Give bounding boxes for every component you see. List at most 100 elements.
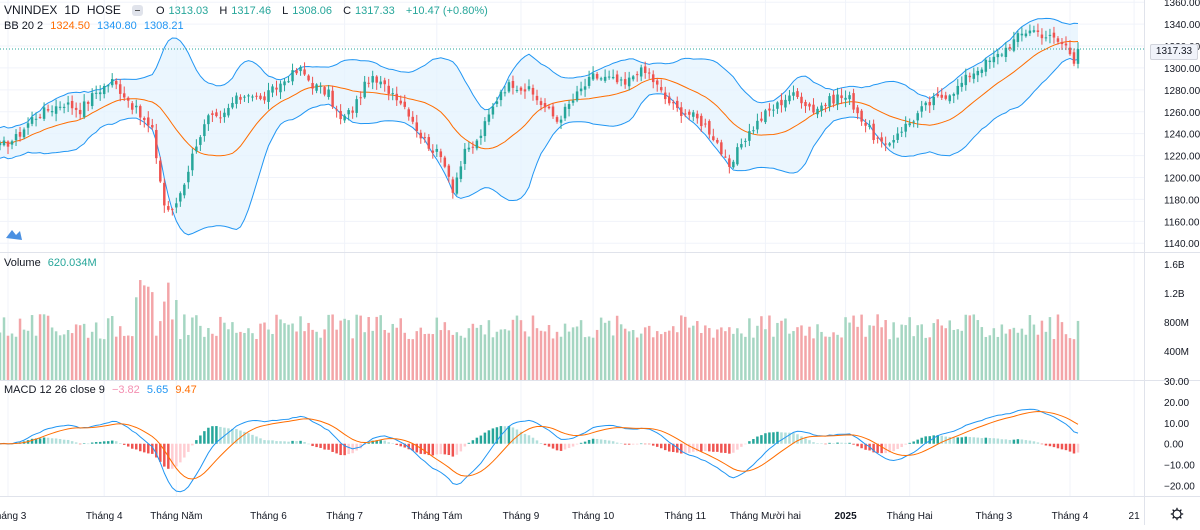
volume-bar [207, 328, 210, 380]
volume-bar [247, 328, 250, 380]
volume-bar [988, 335, 992, 380]
macd-histogram-bar [956, 437, 960, 444]
macd-histogram-bar [171, 443, 174, 469]
candle-body [728, 158, 731, 167]
macd-histogram-bar [776, 431, 779, 444]
macd-histogram-bar [279, 441, 282, 444]
macd-histogram-bar [1012, 439, 1016, 444]
candle-body [956, 85, 960, 95]
collapse-legend-icon[interactable] [131, 5, 143, 16]
candle-body [748, 131, 751, 141]
macd-histogram-bar [1048, 443, 1052, 447]
macd-histogram-bar [483, 432, 487, 444]
candle-body [515, 89, 519, 91]
candle-body [804, 101, 807, 107]
volume-label[interactable]: Volume [4, 257, 41, 269]
candle-body [523, 89, 527, 92]
candle-body [724, 156, 727, 158]
volume-bar [307, 322, 310, 380]
volume-bar [403, 332, 406, 380]
volume-bar [447, 330, 451, 380]
candle-body [708, 121, 711, 135]
macd-histogram-bar [756, 436, 759, 444]
volume-bar [391, 323, 394, 380]
price-axis-tick: 1300.00 [1164, 64, 1200, 75]
candle-body [752, 130, 755, 132]
macd-histogram-bar [511, 427, 515, 444]
candle-body [6, 141, 10, 147]
candle-body [1056, 38, 1060, 42]
macd-histogram-bar [122, 443, 126, 445]
candle-body [259, 95, 262, 99]
candle-body [38, 116, 42, 118]
settings-icon[interactable] [1170, 507, 1184, 521]
x-axis-label: Tháng 4 [86, 511, 123, 522]
candle-body [716, 139, 719, 143]
candle-body [579, 88, 583, 92]
volume-bar [800, 325, 803, 380]
candle-body [90, 93, 94, 107]
candle-body [1048, 34, 1052, 36]
settings-icon-tooth [1179, 516, 1182, 519]
candle-body [563, 106, 567, 119]
macd-histogram-bar [667, 443, 671, 452]
volume-bar [303, 331, 306, 380]
macd-histogram-bar [367, 442, 370, 444]
bb-indicator-label[interactable]: BB 20 2 [4, 20, 44, 32]
bb-legend[interactable]: BB 20 2 1324.50 1340.80 1308.21 [4, 20, 188, 32]
volume-bar [267, 329, 270, 380]
volume-bar [0, 332, 2, 380]
volume-bar [519, 320, 523, 380]
volume-bar [199, 325, 202, 380]
macd-histogram-bar [82, 443, 86, 444]
volume-bar [451, 334, 455, 380]
volume-bar [78, 325, 82, 380]
candle-body [427, 137, 431, 149]
candle-body [139, 106, 142, 118]
volume-bar [167, 282, 170, 380]
macd-label[interactable]: MACD 12 26 close 9 [4, 384, 105, 396]
macd-histogram-bar [94, 442, 98, 444]
macd-histogram-bar [996, 438, 1000, 444]
candle-body [535, 95, 539, 101]
macd-histogram-bar [287, 441, 290, 444]
volume-bar [139, 280, 142, 380]
volume-bar [1012, 327, 1016, 380]
volume-bar [471, 323, 475, 380]
symbol-name[interactable]: VNINDEX [4, 3, 58, 17]
candle-body [30, 117, 34, 124]
volume-legend[interactable]: Volume 620.034M [4, 257, 101, 269]
macd-legend[interactable]: MACD 12 26 close 9 −3.82 5.65 9.47 [4, 384, 201, 396]
candle-body [651, 74, 655, 83]
candle-body [335, 109, 338, 111]
candle-body [800, 96, 803, 104]
volume-bar [527, 336, 531, 380]
candle-body [54, 106, 58, 114]
volume-bar [611, 335, 615, 380]
candle-body [14, 134, 18, 141]
candle-body [780, 99, 783, 106]
macd-histogram-bar [1004, 439, 1008, 444]
interval-label[interactable]: 1D [64, 3, 80, 17]
macd-histogram-bar [98, 441, 102, 444]
volume-bar [900, 324, 903, 380]
signal-line [0, 411, 1079, 480]
volume-bar [635, 337, 639, 380]
volume-bar [784, 318, 787, 380]
volume-bar [968, 315, 972, 380]
volume-bar [868, 325, 871, 380]
volume-bar [343, 318, 346, 380]
macd-histogram-bar [139, 443, 142, 452]
volume-bar [639, 333, 643, 380]
macd-histogram-bar [102, 441, 106, 444]
macd-histogram-bar [191, 443, 194, 446]
candle-body [892, 139, 895, 143]
volume-bar [840, 337, 843, 380]
candle-body [391, 93, 394, 95]
macd-histogram-bar [411, 443, 415, 451]
macd-histogram-bar [90, 442, 94, 444]
volume-bar [431, 334, 435, 380]
macd-histogram-bar [1044, 443, 1048, 446]
